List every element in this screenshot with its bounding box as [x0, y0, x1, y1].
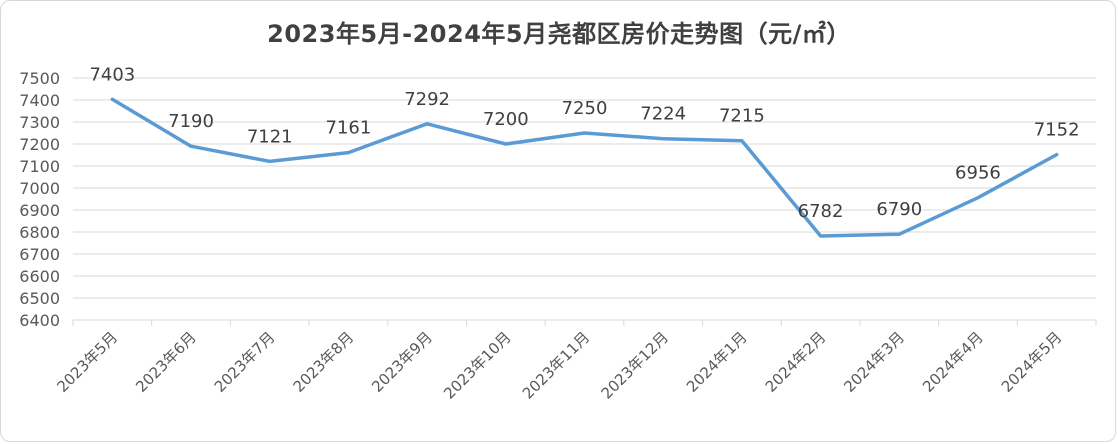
x-tick-label: 2023年10月: [440, 328, 514, 402]
data-label: 7190: [168, 111, 214, 132]
data-label: 7403: [89, 64, 135, 85]
data-label: 7161: [326, 118, 372, 139]
data-labels: 7403 7190 7121 7161 7292 7200 7250 7224 7215 6782…: [89, 64, 1079, 222]
x-tick-label: 2024年5月: [998, 328, 1066, 396]
y-tick-label: 7100: [19, 157, 60, 176]
series-layer: [110, 97, 1059, 238]
x-tick-label: 2024年3月: [840, 328, 908, 396]
y-tick-label: 7000: [19, 179, 60, 198]
y-tick-label: 6800: [19, 223, 60, 242]
y-tick-label: 6400: [19, 311, 60, 330]
data-label: 6782: [798, 201, 844, 222]
x-tick-label: 2023年9月: [368, 328, 436, 396]
data-label: 7250: [562, 98, 608, 119]
chart-title: 2023年5月-2024年5月尧都区房价走势图（元/㎡）: [267, 20, 851, 48]
y-tick-label: 6500: [19, 289, 60, 308]
x-tick-label: 2023年11月: [519, 328, 593, 402]
x-tick-label: 2023年5月: [53, 328, 121, 396]
data-label: 7292: [404, 89, 450, 110]
x-tick-label: 2023年6月: [132, 328, 200, 396]
series-line: [110, 97, 1059, 238]
y-tick-label: 6600: [19, 267, 60, 286]
data-label: 7121: [247, 126, 293, 147]
y-tick-label: 7300: [19, 113, 60, 132]
x-tick-label: 2024年1月: [683, 328, 751, 396]
data-label: 7215: [719, 106, 765, 127]
y-axis: 6400 6500 6600 6700 6800 6900 7000 7100 7200 7300…: [19, 69, 60, 330]
y-tick-label: 7500: [19, 69, 60, 88]
y-tick-label: 7400: [19, 91, 60, 110]
grid-lines: [73, 77, 1096, 321]
x-tick-label: 2023年7月: [211, 328, 279, 396]
x-tick-label: 2023年12月: [598, 328, 672, 402]
data-label: 7152: [1034, 120, 1080, 141]
data-label: 6790: [876, 199, 922, 220]
x-tick-label: 2024年4月: [919, 328, 987, 396]
x-axis: 2023年5月 2023年6月 2023年7月 2023年8月 2023年9月 2023年…: [53, 320, 1097, 403]
y-tick-label: 6700: [19, 245, 60, 264]
data-label: 7224: [640, 104, 686, 125]
x-tick-label: 2024年2月: [762, 328, 830, 396]
y-tick-label: 7200: [19, 135, 60, 154]
x-tick-label: 2023年8月: [290, 328, 358, 396]
data-label: 6956: [955, 163, 1001, 184]
data-label: 7200: [483, 109, 529, 130]
y-tick-label: 6900: [19, 201, 60, 220]
